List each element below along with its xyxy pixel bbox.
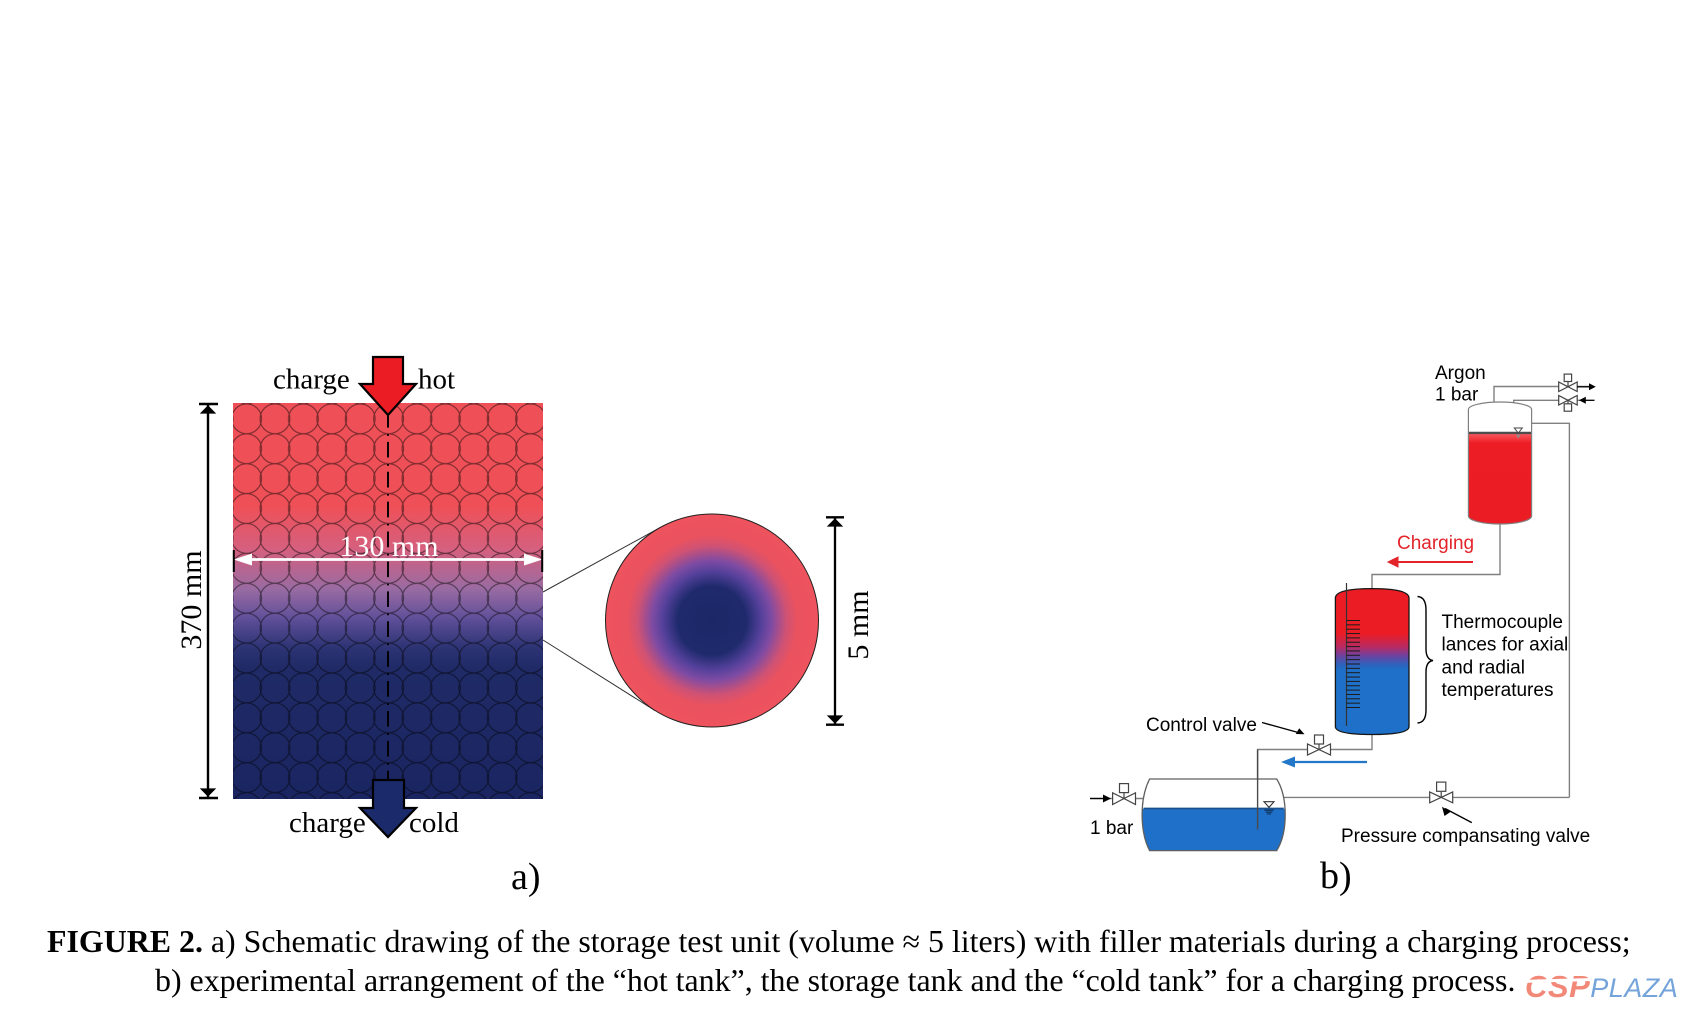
svg-text:5 mm: 5 mm [842, 590, 875, 659]
svg-text:1 bar: 1 bar [1435, 385, 1479, 406]
svg-text:charge: charge [289, 807, 366, 839]
svg-text:cold: cold [409, 807, 459, 839]
svg-text:lances for axial: lances for axial [1442, 635, 1569, 656]
svg-text:1 bar: 1 bar [1090, 818, 1134, 839]
svg-text:Argon: Argon [1435, 363, 1486, 384]
svg-text:hot: hot [418, 364, 455, 396]
svg-text:130 mm: 130 mm [339, 530, 438, 563]
svg-text:and radial: and radial [1442, 657, 1525, 678]
svg-text:temperatures: temperatures [1442, 680, 1554, 701]
svg-text:a): a) [511, 856, 541, 898]
svg-text:Charging: Charging [1397, 533, 1474, 554]
svg-text:Thermocouple: Thermocouple [1442, 612, 1563, 633]
svg-text:Control valve: Control valve [1146, 715, 1257, 736]
svg-text:charge: charge [273, 364, 350, 396]
svg-text:b): b) [1320, 855, 1352, 897]
svg-text:370 mm: 370 mm [175, 550, 208, 649]
svg-text:Pressure compansating valve: Pressure compansating valve [1341, 826, 1590, 847]
